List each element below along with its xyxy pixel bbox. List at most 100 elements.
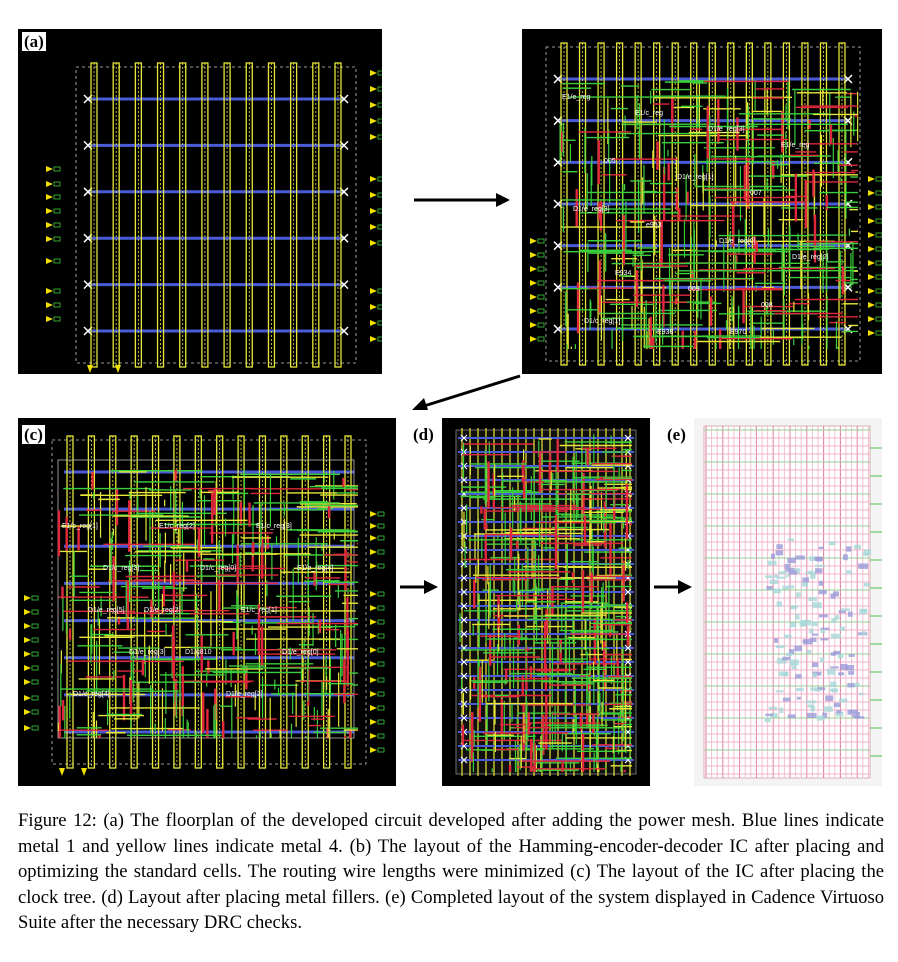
io-pin	[370, 563, 377, 569]
cell-block	[859, 692, 864, 696]
pin-box	[53, 288, 61, 294]
cell-block	[863, 549, 872, 555]
pin-box	[377, 747, 385, 753]
cell-instance-label: D1/e_reg[2]	[792, 254, 829, 261]
cell-block	[765, 713, 773, 717]
pin-box	[31, 651, 39, 657]
die-area	[703, 425, 871, 779]
cell-block	[838, 672, 845, 676]
clock-pin	[59, 768, 65, 776]
io-pin	[530, 294, 537, 300]
cell-block	[776, 601, 782, 607]
pin-box	[53, 316, 61, 322]
pin-box	[377, 240, 382, 246]
io-pin	[370, 70, 377, 76]
io-pin	[370, 523, 377, 529]
io-pin	[370, 176, 377, 182]
io-pin	[24, 725, 31, 731]
arrow-b-to-c	[412, 374, 521, 410]
cell-block	[811, 633, 819, 636]
via-cross	[624, 588, 632, 596]
cell-block	[776, 576, 787, 579]
pin-box	[377, 288, 382, 294]
cell-block	[818, 580, 824, 586]
cell-block	[795, 674, 802, 679]
cell-block	[818, 614, 828, 618]
pin-box	[31, 695, 39, 701]
cell-block	[845, 570, 853, 574]
cell-instance-label: D1/e_reg[1]	[677, 174, 714, 181]
pin-box	[875, 316, 882, 322]
cell-block	[839, 698, 848, 703]
cell-block	[805, 571, 815, 574]
io-pin	[370, 86, 377, 92]
cell-instance-label: E1/c_reg[2]	[159, 523, 195, 530]
io-pin	[868, 218, 875, 224]
io-pin	[370, 719, 377, 725]
cell-block	[817, 687, 826, 691]
cell-block	[818, 546, 824, 550]
cell-instance-label: D1/c_reg[1]	[584, 318, 620, 325]
cell-block	[838, 610, 846, 614]
cell-block	[828, 541, 836, 546]
cell-block	[767, 560, 777, 566]
pin-box	[377, 86, 382, 92]
cell-instance-label: 008	[761, 302, 773, 309]
pin-box	[875, 302, 882, 308]
die-boundary	[75, 66, 357, 364]
pin-box	[31, 679, 39, 685]
io-pin	[370, 591, 377, 597]
cell-block	[764, 717, 771, 723]
cell-block	[782, 697, 791, 702]
cell-block	[833, 702, 841, 708]
via-cross	[624, 644, 632, 652]
io-pin	[370, 320, 377, 326]
via-cross	[460, 714, 468, 722]
cell-instance-label: D1/e_reg[0]	[719, 238, 756, 245]
clock-tree-layout: E1/c_reg[1] E1/c_reg[2] E1/c_reg[3] D1/c_re…	[24, 435, 385, 776]
cell-block	[783, 634, 792, 639]
cell-block	[788, 570, 798, 575]
cell-block	[806, 649, 812, 654]
pin-box	[377, 563, 385, 569]
cell-block	[770, 712, 778, 718]
via-cross	[460, 588, 468, 596]
cell-block	[796, 696, 801, 700]
cell-block	[778, 671, 788, 677]
io-pin	[24, 651, 31, 657]
via-cross	[460, 658, 468, 666]
cell-block	[847, 709, 852, 715]
io-pin	[370, 691, 377, 697]
via-cross	[460, 546, 468, 554]
cell-block	[812, 672, 817, 678]
cell-block	[845, 665, 855, 671]
cell-block	[861, 631, 866, 636]
cell-block	[820, 629, 826, 634]
arrow-a-to-b	[414, 193, 510, 207]
io-pin	[868, 316, 875, 322]
cell-block	[795, 687, 804, 692]
via-cross	[460, 560, 468, 568]
io-pin	[46, 181, 53, 187]
cell-block	[799, 620, 806, 626]
io-pin	[46, 288, 53, 294]
pin-box	[875, 246, 882, 252]
pin-box	[377, 70, 382, 76]
cell-instance-label: D1/e_reg[2]	[226, 691, 263, 698]
cell-block	[773, 638, 779, 643]
cell-block	[779, 707, 784, 714]
cell-block	[787, 557, 796, 564]
pin-box	[537, 280, 545, 286]
cell-block	[809, 556, 817, 561]
cell-block	[819, 657, 825, 663]
cell-block	[773, 574, 779, 578]
via-cross	[460, 476, 468, 484]
cell-block	[845, 546, 852, 552]
io-pin	[370, 677, 377, 683]
cell-block	[831, 618, 837, 623]
panel-c-label: (c)	[22, 425, 45, 444]
cell-block	[840, 608, 850, 612]
io-pin	[370, 288, 377, 294]
io-pin	[46, 236, 53, 242]
io-pin	[868, 232, 875, 238]
